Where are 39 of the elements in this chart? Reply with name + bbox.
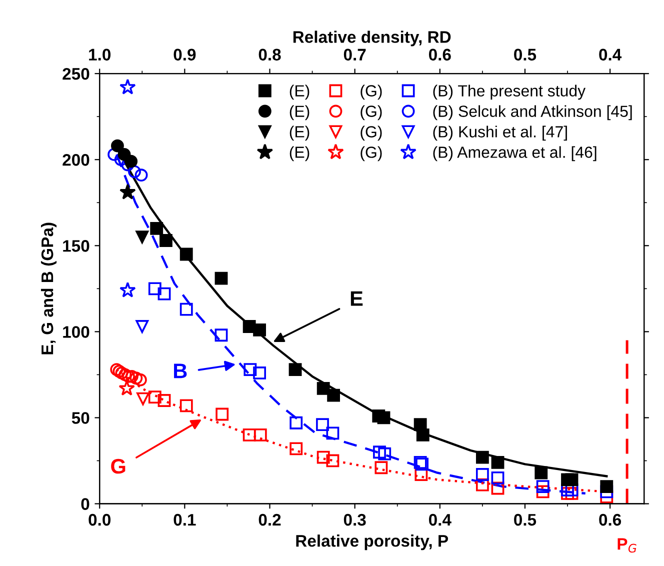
legend-label: (B) The present study bbox=[433, 84, 586, 100]
x2-tick-label: 0.6 bbox=[428, 48, 451, 61]
y-axis-title: E, G and B (GPa) bbox=[40, 222, 57, 354]
x-tick-label: 0.1 bbox=[174, 514, 196, 526]
annotation: E bbox=[350, 291, 363, 306]
legend-label: (G) bbox=[360, 105, 382, 120]
x2-tick-label: 1.0 bbox=[89, 48, 110, 61]
y-tick-label: 100 bbox=[63, 326, 90, 338]
x-axis-title: Relative porosity, P bbox=[296, 534, 448, 550]
legend-label: (B) Selcuk and Atkinson [45] bbox=[433, 105, 632, 120]
x-tick-label: 0.0 bbox=[88, 514, 110, 526]
y-tick-label: 250 bbox=[62, 68, 90, 80]
y-tick-label: 200 bbox=[62, 154, 90, 166]
x-tick-label: 0.2 bbox=[258, 514, 281, 526]
x-tick-label: 0.4 bbox=[428, 514, 452, 526]
legend-label: (B) Kushi et al. [47] bbox=[433, 126, 567, 141]
annotation: B bbox=[174, 364, 187, 378]
x-tick-label: 0.3 bbox=[344, 514, 366, 526]
x2-tick-label: 0.8 bbox=[258, 48, 281, 61]
legend-label: (E) bbox=[290, 84, 310, 100]
y-tick-label: 150 bbox=[63, 240, 90, 252]
legend-label: (E) bbox=[290, 126, 310, 141]
x2-tick-label: 0.9 bbox=[174, 48, 196, 61]
x-tick-label: 0.6 bbox=[599, 514, 622, 526]
legend-label: (B) Amezawa et al. [46] bbox=[433, 146, 596, 162]
x2-tick-label: 0.4 bbox=[599, 48, 622, 61]
legend-label: (G) bbox=[360, 126, 382, 141]
y-tick-label: 50 bbox=[72, 412, 90, 424]
x2-axis-title: Relative density, RD bbox=[293, 30, 451, 46]
annotation: G bbox=[111, 458, 126, 474]
ref-line-label: P$_{G}$ bbox=[618, 538, 636, 553]
legend-label: (E) bbox=[290, 146, 310, 162]
legend-label: (G) bbox=[360, 146, 382, 162]
legend-label: (E) bbox=[290, 105, 310, 120]
legend-label: (G) bbox=[360, 84, 382, 100]
x2-tick-label: 0.7 bbox=[344, 48, 366, 61]
y-tick-label: 0 bbox=[81, 498, 90, 510]
x-tick-label: 0.5 bbox=[514, 514, 536, 526]
x2-tick-label: 0.5 bbox=[514, 48, 536, 61]
